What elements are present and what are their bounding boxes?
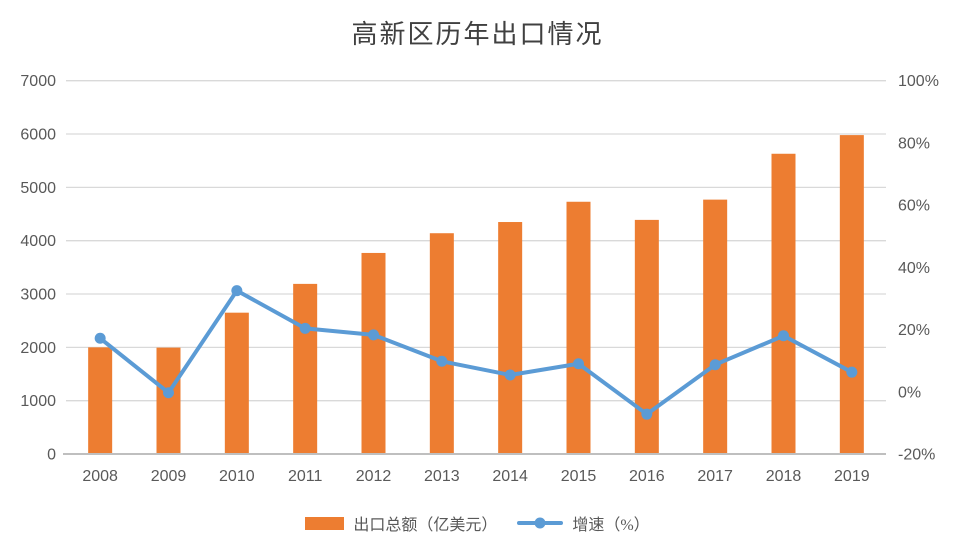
marker-2014 bbox=[504, 369, 516, 381]
x-axis-label-2009: 2009 bbox=[151, 468, 187, 485]
right-axis-tick: -20% bbox=[898, 447, 935, 464]
marker-2017 bbox=[709, 359, 721, 371]
legend-bar-label: 出口总额（亿美元） bbox=[353, 517, 498, 534]
marker-2015 bbox=[573, 358, 584, 370]
left-axis-tick: 6000 bbox=[20, 127, 56, 144]
marker-2013 bbox=[436, 355, 448, 367]
bar-2014 bbox=[498, 222, 523, 454]
left-axis-tick: 3000 bbox=[20, 287, 56, 304]
legend-line-marker-icon bbox=[534, 517, 546, 529]
left-axis-tick: 0 bbox=[47, 447, 56, 464]
x-axis-label-2012: 2012 bbox=[356, 468, 392, 485]
left-axis-tick: 5000 bbox=[20, 180, 56, 197]
marker-2018 bbox=[778, 330, 789, 342]
x-axis-label-2018: 2018 bbox=[766, 468, 802, 485]
marker-2008 bbox=[94, 332, 106, 344]
right-axis-tick: 100% bbox=[898, 73, 939, 90]
x-axis-label-2014: 2014 bbox=[492, 468, 528, 485]
x-axis-label-2010: 2010 bbox=[219, 468, 255, 485]
bar-2009 bbox=[156, 347, 181, 454]
bar-2019 bbox=[839, 135, 864, 454]
left-axis-tick: 1000 bbox=[20, 393, 56, 410]
bar-2008 bbox=[88, 347, 113, 454]
x-axis-label-2013: 2013 bbox=[424, 468, 460, 485]
x-axis-label-2017: 2017 bbox=[697, 468, 733, 485]
legend: 出口总额（亿美元） 增速（%） bbox=[0, 511, 955, 535]
bar-2013 bbox=[429, 233, 454, 454]
legend-line-label: 增速（%） bbox=[572, 517, 650, 534]
x-axis-label-2015: 2015 bbox=[561, 468, 597, 485]
right-axis-tick: 40% bbox=[898, 260, 930, 277]
marker-2012 bbox=[368, 329, 379, 341]
legend-line-swatch bbox=[517, 517, 564, 529]
right-axis-tick: 20% bbox=[898, 322, 930, 339]
x-axis-label-2008: 2008 bbox=[82, 468, 118, 485]
marker-2009 bbox=[163, 387, 174, 399]
marker-2010 bbox=[231, 285, 243, 297]
left-axis-tick: 2000 bbox=[20, 340, 56, 357]
left-axis-tick: 7000 bbox=[20, 73, 56, 90]
bar-2018 bbox=[771, 153, 796, 455]
right-axis-tick: 80% bbox=[898, 135, 930, 152]
bar-2011 bbox=[293, 283, 318, 454]
bar-2012 bbox=[361, 252, 386, 454]
chart-title: 高新区历年出口情况 bbox=[351, 20, 604, 49]
left-axis-tick: 4000 bbox=[20, 233, 56, 250]
right-axis-tick: 60% bbox=[898, 198, 930, 215]
x-axis-label-2016: 2016 bbox=[629, 468, 665, 485]
x-axis-label-2011: 2011 bbox=[288, 468, 323, 485]
growth-line bbox=[98, 288, 854, 417]
bar-2017 bbox=[703, 199, 728, 454]
bar-2015 bbox=[566, 201, 591, 454]
marker-2016 bbox=[641, 408, 653, 420]
x-axis-label-2019: 2019 bbox=[834, 468, 870, 485]
legend-bar-swatch bbox=[305, 516, 345, 530]
marker-2011 bbox=[299, 322, 311, 334]
right-axis-tick: 0% bbox=[898, 384, 921, 401]
bar-2010 bbox=[224, 312, 249, 454]
marker-2019 bbox=[846, 366, 858, 378]
